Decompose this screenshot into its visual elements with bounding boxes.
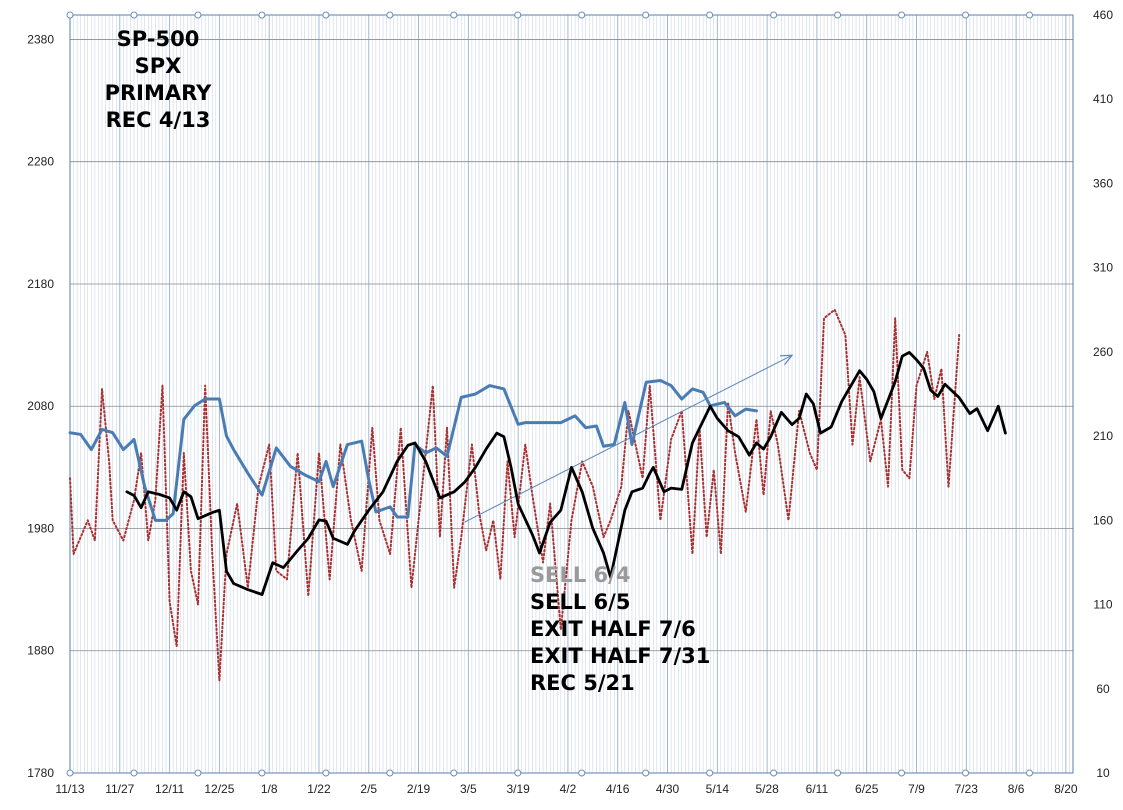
x-tick-label: 12/25	[204, 782, 234, 796]
x-tick-label: 7/9	[908, 782, 925, 796]
chart-title-line: SP-500	[116, 27, 200, 51]
y-right-tick-label: 60	[1096, 682, 1110, 696]
annotation-rec-5-21: REC 5/21	[530, 671, 635, 695]
y-right-tick-label: 10	[1096, 766, 1110, 780]
y-left-tick-label: 2280	[27, 155, 54, 169]
trend-series-line	[464, 354, 793, 523]
y-left-tick-label: 2380	[27, 32, 54, 46]
x-tick-label: 11/13	[55, 782, 84, 796]
x-tick-label: 8/6	[1008, 782, 1025, 796]
x-tick-label: 8/20	[1054, 782, 1078, 796]
x-tick-label: 6/11	[806, 782, 829, 796]
spx-series-line	[125, 351, 1007, 596]
frame-marker	[514, 769, 522, 777]
frame-marker	[834, 11, 842, 19]
y-left-tick-label: 1780	[27, 766, 54, 780]
chart-title-block: SP-500 SPX PRIMARY REC 4/13	[96, 26, 220, 134]
x-tick-label: 5/28	[755, 782, 779, 796]
annotation-exit-half-7-31: EXIT HALF 7/31	[530, 644, 711, 668]
frame-marker	[386, 769, 394, 777]
frame-marker	[706, 769, 714, 777]
frame-marker	[66, 769, 74, 777]
frame-marker	[962, 11, 970, 19]
x-tick-label: 2/19	[407, 782, 431, 796]
x-tick-label: 4/16	[606, 782, 630, 796]
x-tick-label: 11/27	[105, 782, 134, 796]
frame-marker	[898, 769, 906, 777]
chart-title-line: PRIMARY	[104, 81, 212, 105]
y-right-tick-label: 260	[1093, 345, 1113, 359]
frame-marker	[130, 11, 138, 19]
frame-marker	[578, 11, 586, 19]
frame-marker	[1026, 11, 1033, 19]
frame-marker	[642, 11, 650, 19]
frame-marker	[386, 11, 394, 19]
frame-marker	[642, 769, 650, 777]
x-tick-label: 7/23	[955, 782, 979, 796]
y-left-tick-label: 2080	[27, 399, 54, 413]
frame-marker	[258, 11, 266, 19]
grid-layer	[66, 11, 1074, 777]
y-right-tick-label: 210	[1093, 429, 1113, 443]
x-tick-label: 1/22	[307, 782, 331, 796]
oscillator-series-line	[69, 308, 961, 682]
frame-marker	[322, 11, 330, 19]
frame-marker	[194, 769, 202, 777]
plot-frame	[69, 14, 1074, 774]
frame-marker	[962, 769, 970, 777]
labels-layer: 1780 1880 1980 2080 2180 2280 2380 10 60 110 160 21…	[27, 8, 1113, 796]
frame-marker	[258, 769, 266, 777]
frame-marker	[770, 11, 778, 19]
y-right-tick-label: 360	[1093, 176, 1113, 190]
series-layer	[68, 308, 1007, 682]
y-right-tick-label: 310	[1093, 261, 1113, 275]
y-left-tick-label: 2180	[27, 277, 54, 291]
chart-title-line: REC 4/13	[105, 108, 211, 132]
frame-marker	[130, 769, 138, 777]
y-right-tick-label: 410	[1093, 92, 1113, 106]
y-left-tick-label: 1980	[27, 521, 54, 535]
x-tick-label: 4/30	[656, 782, 680, 796]
x-tick-label: 3/5	[460, 782, 477, 796]
blue_series-series-line	[68, 379, 758, 522]
y-right-tick-label: 110	[1093, 598, 1112, 612]
y-right-tick-label: 460	[1093, 8, 1113, 22]
chart-title-line: SPX	[134, 54, 182, 78]
x-tick-label: 3/19	[506, 782, 530, 796]
x-tick-label: 12/11	[155, 782, 184, 796]
frame-marker	[578, 769, 586, 777]
signal-annotations: SELL 6/4 SELL 6/5 EXIT HALF 7/6 EXIT HAL…	[530, 562, 710, 697]
y-left-tick-label: 1880	[27, 644, 54, 658]
frame-marker	[194, 11, 202, 19]
y-right-tick-label: 160	[1093, 513, 1113, 527]
annotation-exit-half-7-6: EXIT HALF 7/6	[530, 617, 696, 641]
frame-marker	[66, 11, 74, 19]
annotation-sell-6-4: SELL 6/4	[530, 563, 631, 587]
frame-marker	[450, 11, 458, 19]
frame-marker	[1026, 769, 1033, 777]
frame-marker	[706, 11, 714, 19]
trend-arrowhead	[779, 354, 794, 366]
x-tick-label: 2/5	[360, 782, 377, 796]
x-tick-label: 6/25	[855, 782, 879, 796]
frame-marker	[770, 769, 778, 777]
x-tick-label: 5/14	[706, 782, 730, 796]
frame-marker	[898, 11, 906, 19]
frame-marker	[514, 11, 522, 19]
x-tick-label: 4/2	[560, 782, 577, 796]
annotation-sell-6-5: SELL 6/5	[530, 590, 631, 614]
x-tick-label: 1/8	[261, 782, 278, 796]
frame-marker	[834, 769, 842, 777]
frame-marker	[450, 769, 458, 777]
frame-marker	[322, 769, 330, 777]
